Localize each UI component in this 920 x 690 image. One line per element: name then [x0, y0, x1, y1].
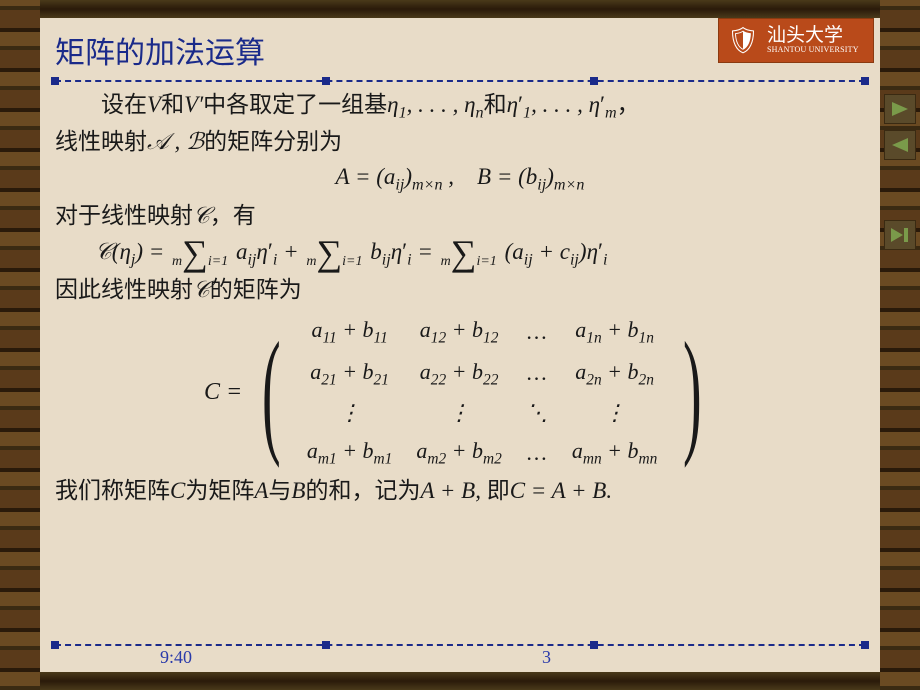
eq-matrix: C = ( a11 + b11 a12 + b12 … a1n + b1n a2…	[55, 311, 865, 474]
divider-bottom	[55, 644, 865, 646]
footer-page: 3	[542, 647, 551, 668]
line-2: 线性映射𝒜 , ℬ的矩阵分别为	[55, 125, 865, 158]
slide-content: 矩阵的加法运算 设在V和V′中各取定了一组基η1, . . . , ηn和η′1…	[40, 18, 880, 672]
nav-prev-button[interactable]	[884, 130, 916, 160]
line-3: 对于线性映射𝒞，有	[55, 199, 865, 232]
slide-footer: 9:40 3	[40, 647, 880, 668]
frame-border-left	[0, 0, 40, 690]
eq-sum: 𝒞(ηj) = m∑i=1 aijη′i + m∑i=1 bijη′i = m∑…	[55, 235, 865, 272]
nav-next-button[interactable]	[884, 94, 916, 124]
line-5: 我们称矩阵C为矩阵A与B的和，记为A + B, 即C = A + B.	[55, 474, 865, 507]
footer-time: 9:40	[160, 647, 192, 668]
triangle-right-icon	[890, 100, 910, 118]
skip-end-icon	[889, 226, 911, 244]
slide-body: 设在V和V′中各取定了一组基η1, . . . , ηn和η′1, . . . …	[55, 88, 865, 507]
frame-border-top	[0, 0, 920, 18]
line-4: 因此线性映射𝒞的矩阵为	[55, 273, 865, 306]
slide-title: 矩阵的加法运算	[55, 28, 865, 72]
frame-border-bottom	[0, 672, 920, 690]
divider-top	[55, 80, 865, 82]
eq-ab: A = (aij)m×n , B = (bij)m×n	[55, 160, 865, 197]
matrix-table: a11 + b11 a12 + b12 … a1n + b1n a21 + b2…	[295, 311, 669, 474]
line-1: 设在V和V′中各取定了一组基η1, . . . , ηn和η′1, . . . …	[55, 88, 865, 125]
triangle-left-icon	[890, 136, 910, 154]
nav-last-button[interactable]	[884, 220, 916, 250]
